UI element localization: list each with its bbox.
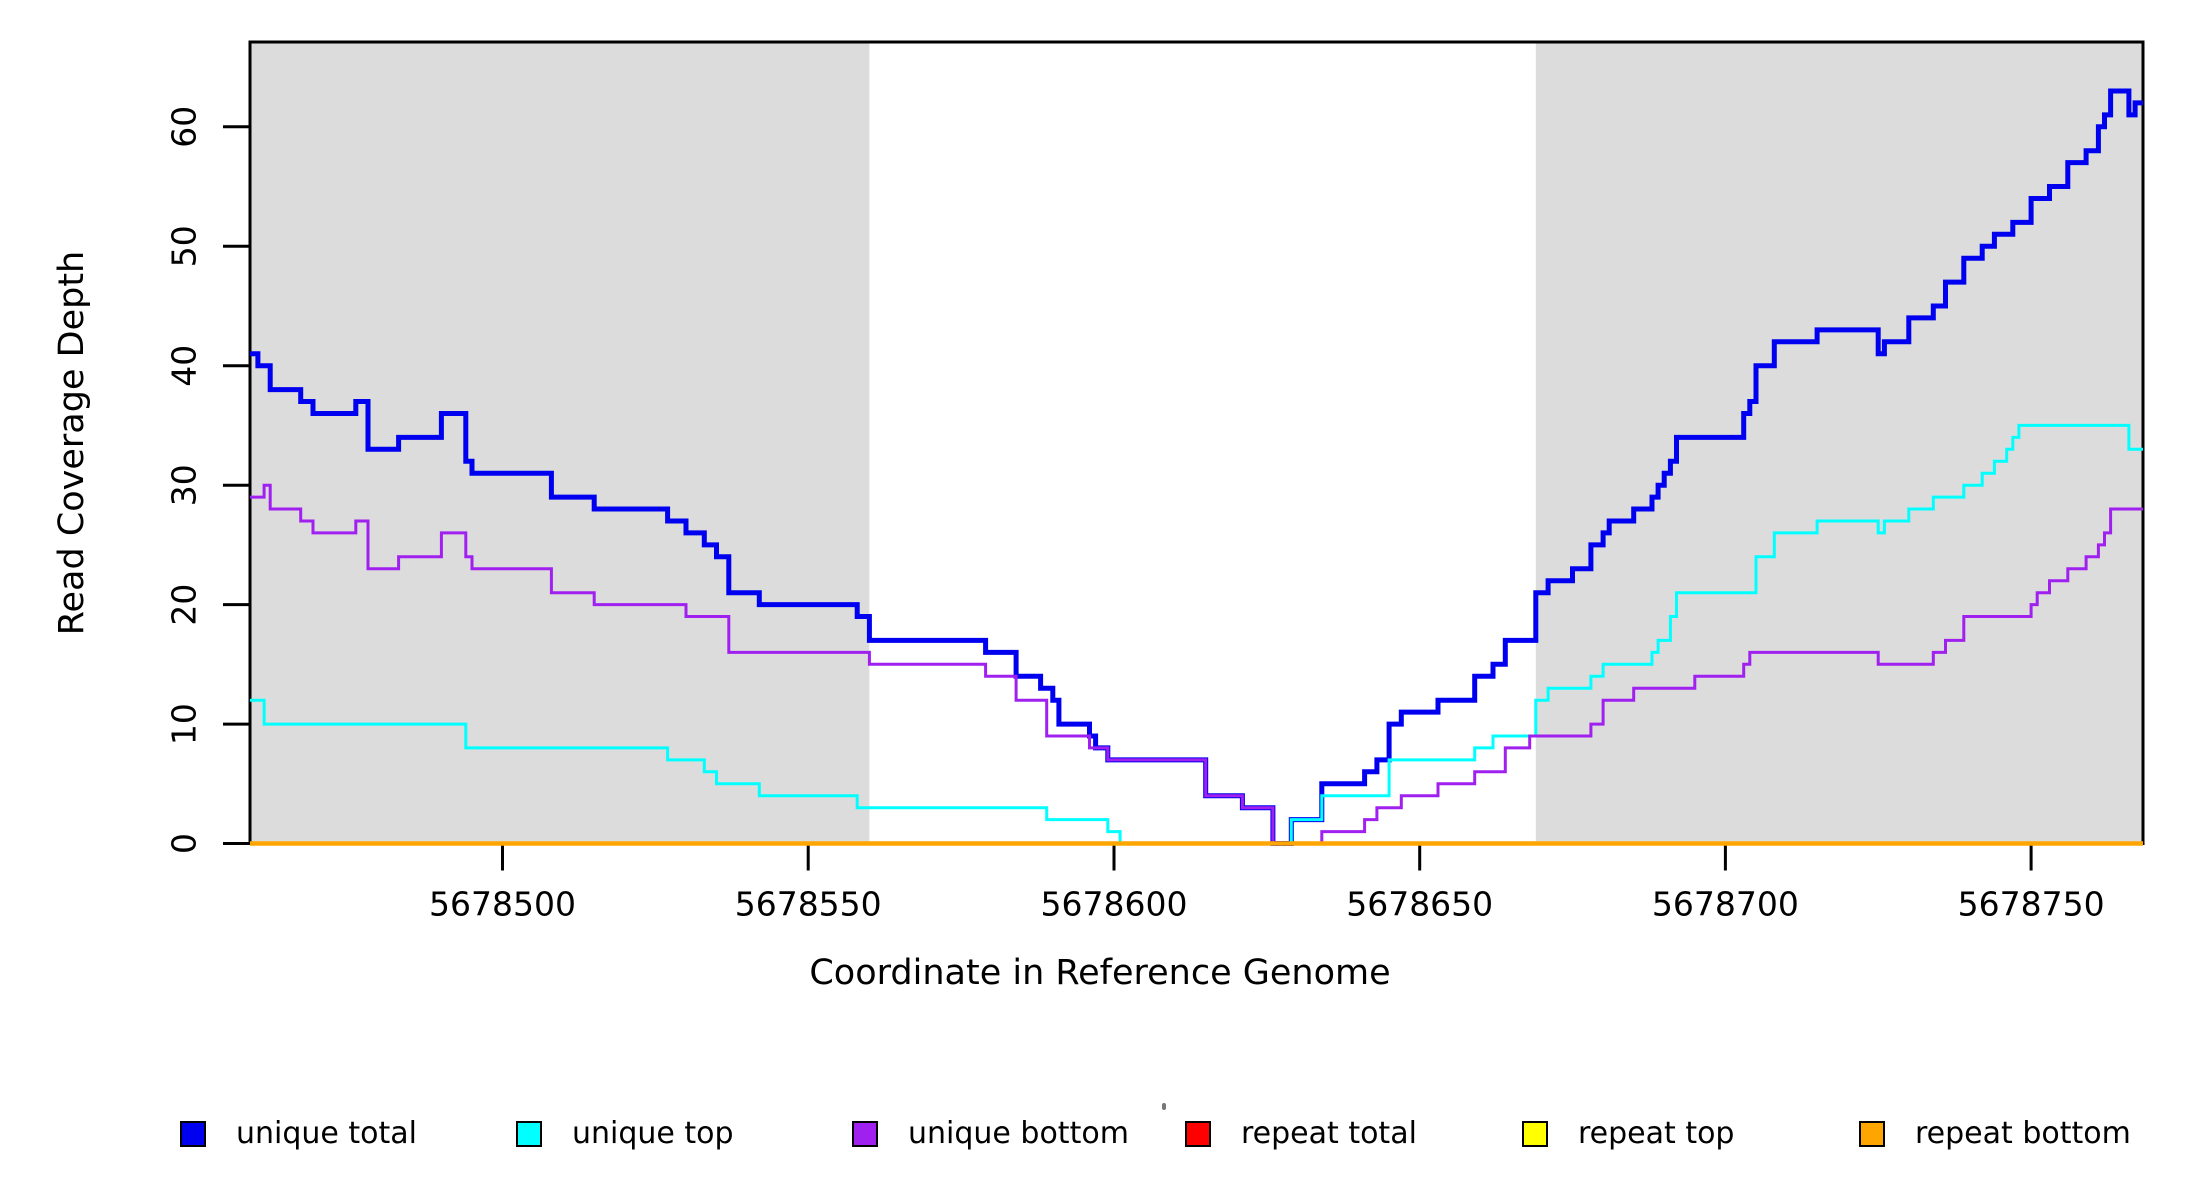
- x-tick-label: 5678500: [429, 885, 576, 924]
- y-tick-label: 10: [165, 703, 204, 745]
- x-tick-label: 5678600: [1041, 885, 1188, 924]
- y-tick-label: 0: [165, 833, 204, 854]
- shaded-region-0: [250, 42, 870, 844]
- y-axis-title: Read Coverage Depth: [52, 250, 92, 636]
- series-unique-bottom: [250, 483, 2143, 845]
- y-tick-label: 50: [165, 225, 204, 267]
- x-axis-title: Coordinate in Reference Genome: [809, 953, 1391, 993]
- x-tick-label: 5678650: [1346, 885, 1493, 924]
- series-unique-top: [250, 423, 2143, 845]
- series-unique-total: [250, 88, 2143, 846]
- x-tick-label: 5678550: [735, 885, 882, 924]
- x-tick-label: 5678750: [1958, 885, 2105, 924]
- stray-dot-artifact: [1162, 1103, 1166, 1110]
- x-tick-label: 5678700: [1652, 885, 1799, 924]
- y-tick-label: 20: [165, 584, 204, 626]
- y-tick-label: 30: [165, 464, 204, 506]
- y-tick-label: 60: [165, 106, 204, 148]
- y-tick-label: 40: [165, 345, 204, 387]
- shaded-region-1: [1535, 42, 2143, 844]
